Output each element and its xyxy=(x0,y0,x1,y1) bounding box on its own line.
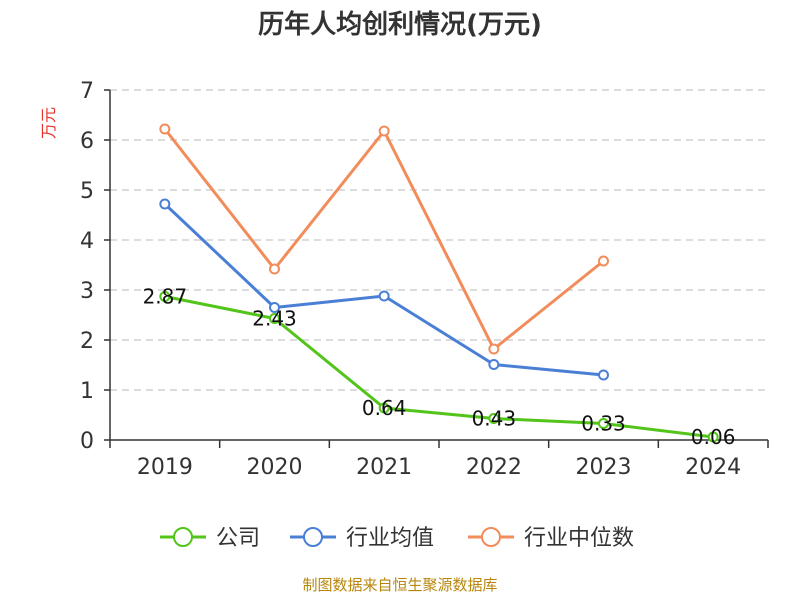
chart-title: 历年人均创利情况(万元) xyxy=(258,9,542,40)
legend-label: 公司 xyxy=(216,526,260,551)
data-point xyxy=(598,255,609,267)
y-tick-label: 4 xyxy=(80,229,94,254)
legend-label: 行业中位数 xyxy=(524,526,634,551)
data-point xyxy=(378,125,390,137)
data-point xyxy=(707,431,719,443)
data-label: 2.43 xyxy=(252,307,297,331)
legend-marker xyxy=(481,527,501,547)
x-tick-label: 2023 xyxy=(576,455,632,480)
data-label: 2.87 xyxy=(143,285,188,309)
x-tick-label: 2022 xyxy=(466,455,522,480)
source-note: 制图数据来自恒生聚源数据库 xyxy=(302,576,497,594)
legend-marker xyxy=(303,527,323,547)
x-tick-label: 2019 xyxy=(137,455,193,480)
data-point xyxy=(488,343,500,355)
y-tick-label: 7 xyxy=(80,79,94,104)
series-line-2 xyxy=(163,128,605,351)
data-label: 0.64 xyxy=(362,396,407,420)
series-line-0 xyxy=(164,295,714,439)
data-point xyxy=(598,369,609,381)
legend: 公司 行业均值 行业中位数 xyxy=(160,526,634,551)
data-label: 0.06 xyxy=(691,425,736,449)
y-tick-label: 5 xyxy=(80,179,94,204)
data-point xyxy=(159,291,171,302)
data-point xyxy=(159,123,171,135)
y-tick-label: 2 xyxy=(80,329,94,354)
data-point xyxy=(488,413,500,424)
y-tick-label: 3 xyxy=(80,279,94,304)
y-tick-label: 0 xyxy=(80,429,94,454)
y-tick-label: 1 xyxy=(80,379,94,404)
x-tick-label: 2020 xyxy=(247,455,303,480)
axes: 0 1 2 3 4 5 6 7 2019 2020 2021 2022 2023 2024 xyxy=(80,79,769,480)
x-tick-label: 2024 xyxy=(685,455,741,480)
data-point xyxy=(269,302,280,313)
data-labels: 2.87 2.43 0.64 0.43 0.33 0.06 xyxy=(143,285,736,450)
y-axis-label: 万元 xyxy=(39,107,58,139)
legend-label: 行业均值 xyxy=(346,526,434,551)
data-point xyxy=(598,418,609,429)
data-point xyxy=(378,290,390,302)
data-point xyxy=(488,359,500,370)
series-layer xyxy=(159,123,719,443)
data-point xyxy=(378,402,390,414)
x-tick-label: 2021 xyxy=(356,455,412,480)
data-point xyxy=(159,198,171,210)
data-point xyxy=(269,263,280,275)
data-point xyxy=(269,313,280,324)
legend-marker xyxy=(173,527,193,547)
data-label: 0.43 xyxy=(472,407,517,431)
data-label: 0.33 xyxy=(581,412,626,436)
y-tick-label: 6 xyxy=(80,129,94,154)
